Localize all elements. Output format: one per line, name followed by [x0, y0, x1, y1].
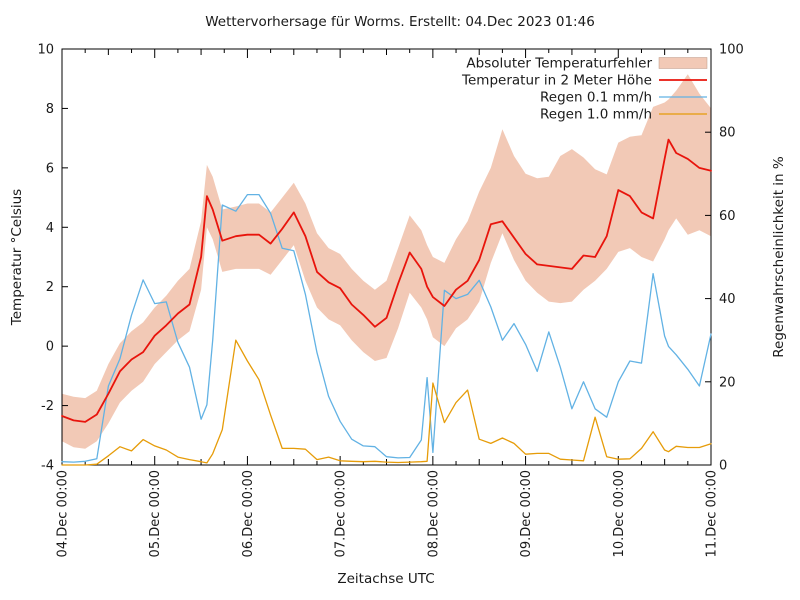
y-left-tick-label: -4	[41, 459, 54, 474]
y-left-tick-label: 8	[46, 102, 54, 117]
x-tick-label: 07.Dec 00:00	[334, 470, 349, 557]
legend-label: Temperatur in 2 Meter Höhe	[461, 73, 652, 89]
legend-label: Absoluter Temperaturfehler	[466, 56, 652, 72]
y-right-tick-label: 20	[719, 375, 736, 390]
x-tick-label: 06.Dec 00:00	[241, 470, 256, 557]
x-tick-label: 05.Dec 00:00	[148, 470, 163, 557]
x-tick-label: 10.Dec 00:00	[612, 470, 627, 557]
legend-label: Regen 0.1 mm/h	[540, 90, 652, 106]
x-axis-label: Zeitachse UTC	[337, 571, 435, 587]
x-tick-label: 11.Dec 00:00	[705, 470, 720, 557]
x-tick-label: 04.Dec 00:00	[56, 470, 71, 557]
temperature-error-band	[62, 74, 711, 449]
rain-0.1mm-line	[61, 193, 712, 463]
y-right-tick-label: 40	[719, 292, 736, 307]
y-left-tick-label: 6	[46, 161, 54, 176]
x-tick-label: 08.Dec 00:00	[426, 470, 441, 557]
temperature-line	[61, 138, 712, 423]
legend-swatch-band	[658, 57, 708, 69]
y-right-tick-label: 80	[719, 126, 736, 141]
y-left-tick-label: 0	[46, 340, 54, 355]
y-right-tick-label: 100	[719, 43, 744, 58]
y-right-tick-label: 0	[719, 459, 727, 474]
y-left-tick-label: 2	[46, 280, 54, 295]
chart-title: Wettervorhersage für Worms. Erstellt: 04…	[205, 14, 595, 30]
x-tick-label: 09.Dec 00:00	[519, 470, 534, 557]
y-right-tick-label: 60	[719, 209, 736, 224]
y-left-tick-label: 10	[37, 43, 54, 58]
y-left-tick-label: 4	[46, 221, 54, 236]
legend-label: Regen 1.0 mm/h	[540, 107, 652, 123]
y-left-tick-label: -2	[41, 399, 54, 414]
rain-1.0mm-line	[61, 339, 712, 466]
